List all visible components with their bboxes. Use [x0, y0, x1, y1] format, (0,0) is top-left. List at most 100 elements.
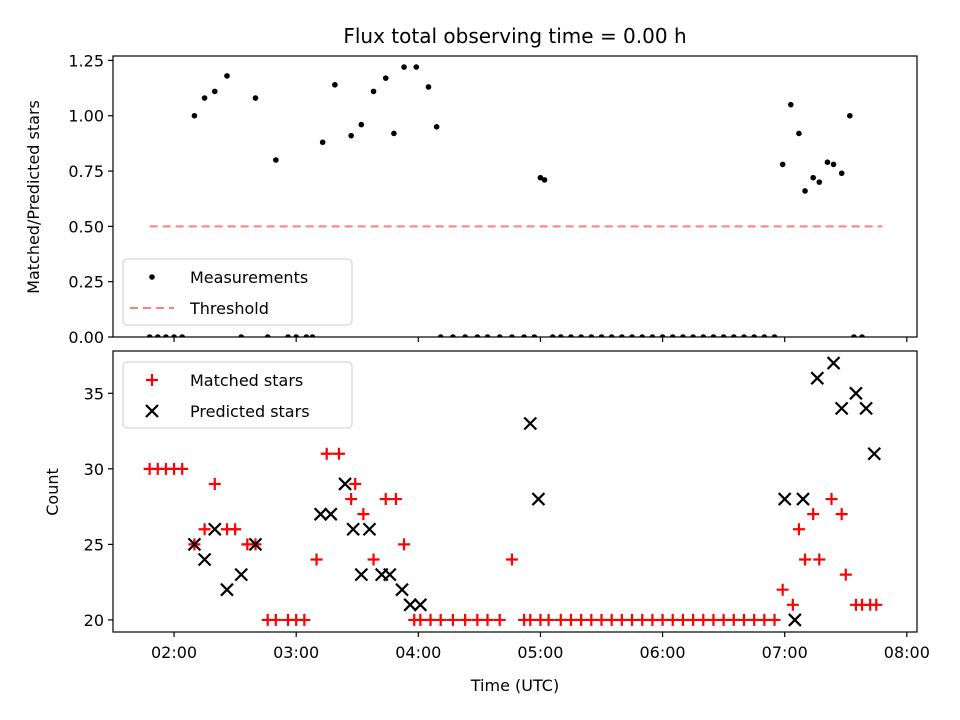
measurements-point	[549, 334, 556, 337]
matched-stars-point	[748, 613, 761, 626]
y-tick-label: 0.00	[68, 328, 104, 347]
predicted-stars-point	[220, 582, 234, 597]
measurements-point	[293, 334, 299, 337]
measurements-point	[720, 334, 727, 337]
matched-stars-point	[839, 568, 852, 581]
x-tick-label: 03:00	[273, 643, 319, 662]
measurements-point	[425, 84, 432, 90]
measurements-point	[285, 334, 291, 337]
matched-stars-point	[825, 493, 838, 506]
measurements-point	[474, 334, 481, 337]
legend: Matched stars Predicted stars	[122, 361, 353, 429]
matched-stars-point	[636, 613, 649, 626]
predicted-stars-legend-key	[145, 404, 159, 418]
y-tick-label: 20	[84, 611, 104, 630]
predicted-stars-point	[859, 401, 873, 416]
predicted-stars-point	[248, 537, 263, 552]
matched-stars-point	[389, 493, 402, 506]
measurements-point	[201, 95, 208, 101]
bottom-panel: 20 25 30 35 02:00 03:00 04:00 05:00 06:00 07:00 08…	[84, 350, 930, 662]
matched-stars-point	[870, 598, 883, 611]
top-panel: 0.00 0.25 0.50 0.75 1.00 1.25 Measurements Thre…	[68, 51, 918, 347]
matched-stars-point	[707, 613, 720, 626]
measurements-legend-key	[149, 274, 155, 280]
y-tick-label: 25	[84, 535, 104, 554]
matched-stars-point	[176, 462, 189, 475]
predicted-stars-point	[197, 552, 212, 567]
measurements-point	[802, 188, 808, 194]
matched-stars-point	[799, 553, 812, 566]
measurements-point	[238, 334, 245, 337]
matched-stars-point	[717, 613, 730, 626]
plot-area	[146, 64, 883, 337]
predicted-stars-point	[788, 613, 802, 627]
x-tick-label: 07:00	[762, 643, 808, 662]
matched-stars-point	[554, 613, 567, 626]
measurements-point	[779, 161, 786, 168]
predicted-stars-point	[383, 567, 397, 582]
matched-stars-point	[575, 613, 588, 626]
predicted-stars-point	[354, 567, 369, 582]
matched-stars-point	[807, 508, 820, 521]
predicted-stars-point	[796, 492, 810, 506]
predicted-stars-point	[810, 371, 825, 385]
predicted-stars-point	[395, 582, 409, 597]
measurements-point	[462, 334, 468, 337]
measurements-point	[851, 334, 857, 337]
measurements-point	[741, 334, 747, 337]
measurements-point	[810, 174, 816, 181]
measurements-point	[224, 73, 230, 79]
measurements-point	[358, 121, 365, 128]
measurements-point	[751, 334, 757, 337]
legend: Measurements Threshold	[122, 258, 353, 326]
measurements-point	[859, 334, 865, 337]
measurements-point	[824, 159, 831, 166]
matched-stars-point	[585, 613, 598, 626]
measurements-point	[649, 334, 656, 337]
predicted-stars-point	[324, 507, 338, 521]
measurements-point	[669, 334, 676, 337]
measurements-point	[437, 334, 444, 337]
measurements-point	[509, 334, 515, 337]
measurements-point	[171, 334, 177, 337]
measurements-point	[629, 334, 635, 337]
matched-stars-point	[198, 523, 211, 536]
legend-box	[122, 361, 353, 429]
bottom-y-axis-label: Count	[43, 468, 62, 516]
measurements-point	[710, 334, 717, 337]
measurements-point	[541, 177, 548, 183]
measurements-point	[659, 334, 666, 337]
matched-stars-point	[398, 538, 411, 551]
measurements-point	[433, 124, 440, 130]
measurements-point	[619, 334, 625, 337]
x-tick-label: 02:00	[151, 643, 197, 662]
measurements-point	[332, 81, 338, 88]
matched-stars-point	[229, 523, 242, 536]
matched-stars-point	[471, 613, 484, 626]
predicted-stars-point	[849, 386, 863, 401]
matched-stars-point	[505, 553, 518, 566]
matched-stars-point	[605, 613, 618, 626]
matched-stars-point	[424, 613, 437, 626]
predicted-stars-point	[826, 356, 841, 370]
y-tick-label: 1.00	[68, 107, 104, 126]
measurements-point	[309, 334, 316, 337]
y-tick-label: 30	[84, 460, 104, 479]
matched-stars-point	[564, 613, 577, 626]
x-tick-label: 05:00	[517, 643, 563, 662]
measurements-point	[830, 161, 837, 168]
predicted-stars-point	[531, 492, 546, 506]
measurements-point	[568, 334, 574, 337]
predicted-stars-point	[867, 446, 882, 461]
matched-stars-point	[481, 613, 494, 626]
matched-stars-point	[524, 613, 537, 626]
measurements-point	[816, 179, 823, 185]
measurements-point	[252, 95, 259, 101]
matched-stars-point	[320, 447, 333, 460]
matched-stars-point	[687, 613, 700, 626]
predicted-stars-point	[187, 537, 202, 552]
measurements-point	[847, 112, 853, 119]
matched-stars-point	[459, 613, 472, 626]
matched-stars-point	[737, 613, 750, 626]
